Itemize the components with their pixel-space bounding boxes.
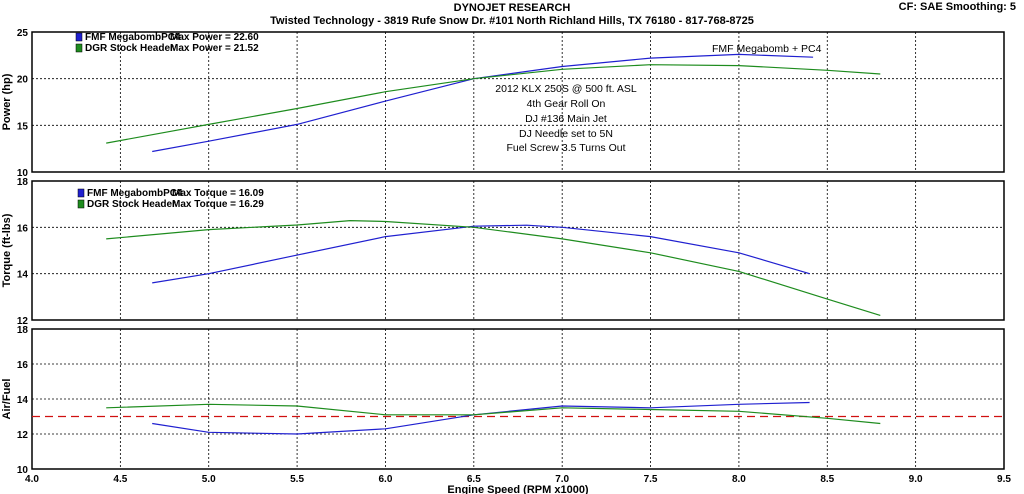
panel2-series-fmf [152,224,810,284]
panel1-annotation-config: FMF Megabomb + PC4 [712,43,822,55]
panel1-ytick: 25 [17,28,29,39]
panel3-ytick: 18 [17,325,29,336]
panel1-legend-value: Max Power = 21.52 [170,43,259,54]
panel1-legend-name: FMF MegabombPC4 [85,32,181,43]
chart-subtitle: Twisted Technology - 3819 Rufe Snow Dr. … [270,15,754,27]
panel3-xtick: 7.5 [644,474,658,485]
panel1-legend-value: Max Power = 22.60 [170,32,259,43]
correction-factor-label: CF: SAE Smoothing: 5 [898,1,1016,13]
panel3-xtick: 7.0 [555,474,569,485]
panel3-xtick: 8.0 [732,474,746,485]
panel2-ytick: 14 [17,270,29,281]
panel1-ytick: 20 [17,75,29,86]
panel1-annotation: DJ #136 Main Jet [525,113,607,125]
panel2-legend-name: DGR Stock Header [87,199,176,210]
panel3-xtick: 5.5 [290,474,304,485]
panel1-annotation: 4th Gear Roll On [527,98,606,110]
panel3-xtick: 6.0 [379,474,393,485]
panel1-series-dgr [106,64,881,144]
panel2-ytick: 18 [17,177,29,188]
panel1-ytick: 10 [17,168,29,179]
chart-title: DYNOJET RESEARCH [453,2,571,14]
panel3-xtick: 8.5 [820,474,834,485]
panel2-series-dgr [106,220,881,316]
panel2-frame [31,180,1005,321]
panel3-xtick: 4.0 [25,474,39,485]
panel1-annotation: 2012 KLX 250S @ 500 ft. ASL [495,83,637,95]
panel3-ytick: 14 [17,395,29,406]
panel1-ylabel: Power (hp) [1,73,13,130]
panel2-ytick: 12 [17,316,29,327]
panel2-ylabel: Torque (ft-lbs) [1,213,13,287]
panel1-frame [31,31,1005,173]
panel2-legend-swatch [77,199,85,209]
panel2-legend-value: Max Torque = 16.29 [172,199,264,210]
panel2-ytick: 16 [17,223,29,234]
panel1-annotation: Fuel Screw 3.5 Turns Out [506,142,625,154]
panel1-annotation: DJ Needle set to 5N [519,128,613,140]
panel3-ytick: 16 [17,360,29,371]
panel1-legend-swatch [75,32,83,42]
panel3-xtick: 4.5 [113,474,127,485]
panel1-legend-swatch [75,43,83,53]
panel3-series-dgr [106,403,881,425]
panel3-xlabel: Engine Speed (RPM x1000) [447,484,589,494]
panel2-legend-name: FMF MegabombPC4 [87,188,183,199]
panel3-ytick: 10 [17,465,29,476]
panel2-legend-value: Max Torque = 16.09 [172,188,264,199]
panel1-legend-name: DGR Stock Header [85,43,174,54]
panel3-ytick: 12 [17,430,29,441]
panel3-ylabel: Air/Fuel [1,379,13,420]
panel2-legend-swatch [77,188,85,198]
panel3-xtick: 9.0 [909,474,923,485]
panel3-xtick: 6.5 [467,474,481,485]
panel3-xtick: 9.5 [997,474,1011,485]
panel1-ytick: 15 [17,121,29,132]
panel3-xtick: 5.0 [202,474,216,485]
